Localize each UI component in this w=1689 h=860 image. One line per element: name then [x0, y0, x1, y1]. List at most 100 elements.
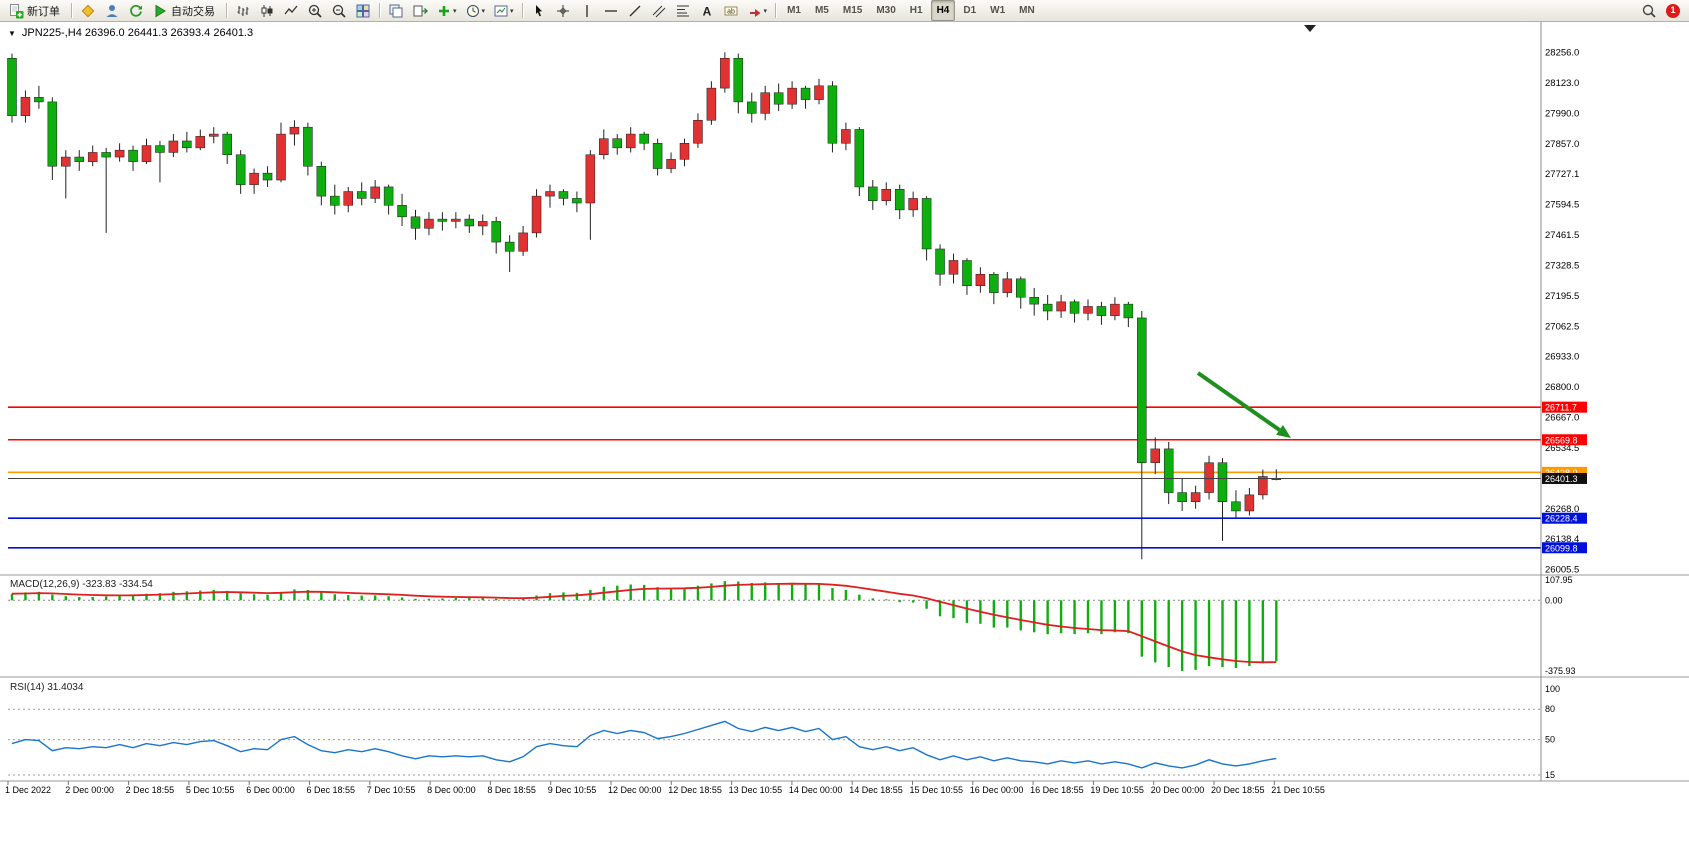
chart-shift-marker[interactable] — [1304, 25, 1316, 32]
candle-body — [612, 138, 622, 149]
axis-label: 21 Dec 10:55 — [1271, 785, 1325, 795]
arrange-windows-button[interactable] — [385, 0, 407, 21]
candle-body — [1123, 303, 1134, 319]
arrows-shapes-button[interactable]: ▾ — [744, 0, 771, 21]
zoom-in-button[interactable] — [304, 0, 326, 21]
refresh-icon — [128, 3, 144, 19]
price-tag-label: 26569.8 — [1545, 435, 1578, 445]
one-click-trading-toggle[interactable]: ▼ — [8, 29, 16, 38]
axis-label: 14 Dec 00:00 — [789, 785, 843, 795]
candle-body — [531, 195, 542, 234]
candle-body — [868, 186, 878, 201]
profiles-button[interactable] — [77, 0, 99, 21]
candle-body — [1029, 296, 1039, 305]
macd-panel: 107.95 0.00 -375.93 — [8, 575, 1576, 676]
candle-body — [800, 87, 811, 100]
chart-area: 28256.0 28123.0 27990.0 27857.0 27727.1 27594… — [0, 22, 1689, 860]
fibonacci-button[interactable] — [672, 0, 694, 21]
toolbar-separator — [521, 3, 523, 18]
chart-canvas[interactable]: 28256.0 28123.0 27990.0 27857.0 27727.1 27594… — [0, 22, 1689, 860]
plus-green-icon — [436, 3, 452, 19]
candle-body — [235, 154, 246, 185]
dropdown-caret-icon[interactable]: ▾ — [763, 7, 768, 15]
axis-label: 14 Dec 18:55 — [849, 785, 903, 795]
candle-body — [558, 191, 569, 199]
refresh-button[interactable] — [125, 0, 147, 21]
candle-body — [720, 57, 730, 89]
candle-body — [1204, 462, 1214, 493]
axis-label: 20 Dec 18:55 — [1211, 785, 1265, 795]
timeframe-button-m15[interactable]: M15 — [842, 5, 863, 16]
timeframe-button-m1[interactable]: M1 — [787, 5, 801, 16]
timeframe-button-m5[interactable]: M5 — [814, 5, 829, 16]
timeframe-button-m30[interactable]: M30 — [876, 5, 896, 16]
axis-label: 28123.0 — [1545, 78, 1579, 89]
notification-badge[interactable]: 1 — [1666, 3, 1680, 18]
candle-chart-button[interactable] — [256, 0, 278, 21]
axis-label: 26933.0 — [1545, 351, 1579, 362]
candle-body — [975, 274, 986, 286]
templates-button[interactable]: ▾ — [490, 0, 517, 21]
candles-icon — [259, 3, 275, 19]
candle-body — [249, 172, 259, 185]
dropdown-caret-icon[interactable]: ▾ — [481, 7, 486, 15]
tiles-icon — [355, 3, 371, 19]
timeframe-button-h4[interactable]: H4 — [930, 0, 956, 21]
candle-body — [652, 143, 663, 169]
zoom-out-button[interactable] — [328, 0, 350, 21]
axis-label: 19 Dec 10:55 — [1090, 785, 1144, 795]
autotrading-button[interactable]: 自动交易 — [149, 0, 221, 21]
zoom-in-icon — [307, 3, 323, 19]
axis-label: 8 Dec 00:00 — [427, 785, 476, 795]
toolbar-separator — [71, 3, 72, 18]
time-axis[interactable]: 1 Dec 2022 2 Dec 00:00 2 Dec 18:55 5 Dec 10… — [5, 781, 1325, 795]
dropdown-caret-icon[interactable]: ▾ — [453, 7, 457, 15]
text-label-button[interactable]: ab — [720, 0, 742, 21]
axis-label: 6 Dec 00:00 — [246, 785, 295, 795]
axis-label: 27195.5 — [1545, 291, 1579, 302]
candle-body — [908, 198, 918, 211]
timeframe-button-mn[interactable]: MN — [1019, 5, 1035, 16]
indicators-button[interactable]: ▾ — [433, 0, 460, 21]
play-green-icon — [152, 3, 168, 19]
price-axis[interactable]: 28256.0 28123.0 27990.0 27857.0 27727.1 27594… — [1540, 22, 1579, 781]
trendline-button[interactable] — [624, 0, 646, 21]
candle-body — [814, 85, 824, 100]
arrange-icon — [388, 3, 404, 19]
horizontal-line-button[interactable] — [600, 0, 622, 21]
timeframe-button-w1[interactable]: W1 — [990, 5, 1006, 16]
timeframe-button-d1[interactable]: D1 — [963, 5, 977, 16]
axis-label: 20 Dec 00:00 — [1151, 785, 1205, 795]
candle-body — [841, 129, 851, 144]
candle-body — [518, 232, 528, 252]
candle-body — [1042, 303, 1053, 312]
search-button[interactable] — [1638, 0, 1660, 21]
axis-label: 1 Dec 2022 — [5, 785, 51, 795]
arrow-head[interactable] — [1276, 425, 1291, 438]
trendline-icon — [627, 3, 643, 19]
vertical-line-button[interactable] — [576, 0, 598, 21]
crosshair-button[interactable] — [552, 0, 574, 21]
candle-body — [1244, 494, 1255, 512]
bar-chart-button[interactable] — [232, 0, 254, 21]
trend-arrow-annotation[interactable] — [1196, 371, 1291, 438]
dropdown-caret-icon[interactable]: ▾ — [510, 7, 514, 15]
candle-body — [787, 87, 797, 105]
toolbar-separator — [379, 3, 380, 18]
axis-label: 26800.0 — [1545, 382, 1579, 393]
chart-title: ▼ JPN225-,H4 26396.0 26441.3 26393.4 2640… — [8, 27, 253, 39]
line-chart-button[interactable] — [280, 0, 302, 21]
text-button[interactable]: A — [696, 0, 718, 21]
new-order-button[interactable]: 新订单 — [5, 0, 66, 21]
cursor-button[interactable] — [528, 0, 550, 21]
periods-button[interactable]: ▾ — [462, 0, 489, 21]
candle-body — [155, 145, 165, 153]
market-watch-button[interactable] — [101, 0, 123, 21]
axis-label: 26667.0 — [1545, 412, 1579, 423]
chart-shift-button[interactable] — [409, 0, 431, 21]
channel-button[interactable] — [648, 0, 670, 21]
toolbar-separator — [226, 3, 227, 18]
timeframe-button-h1[interactable]: H1 — [909, 5, 923, 16]
tile-windows-button[interactable] — [352, 0, 374, 21]
arrow-shaft[interactable] — [1196, 371, 1281, 432]
